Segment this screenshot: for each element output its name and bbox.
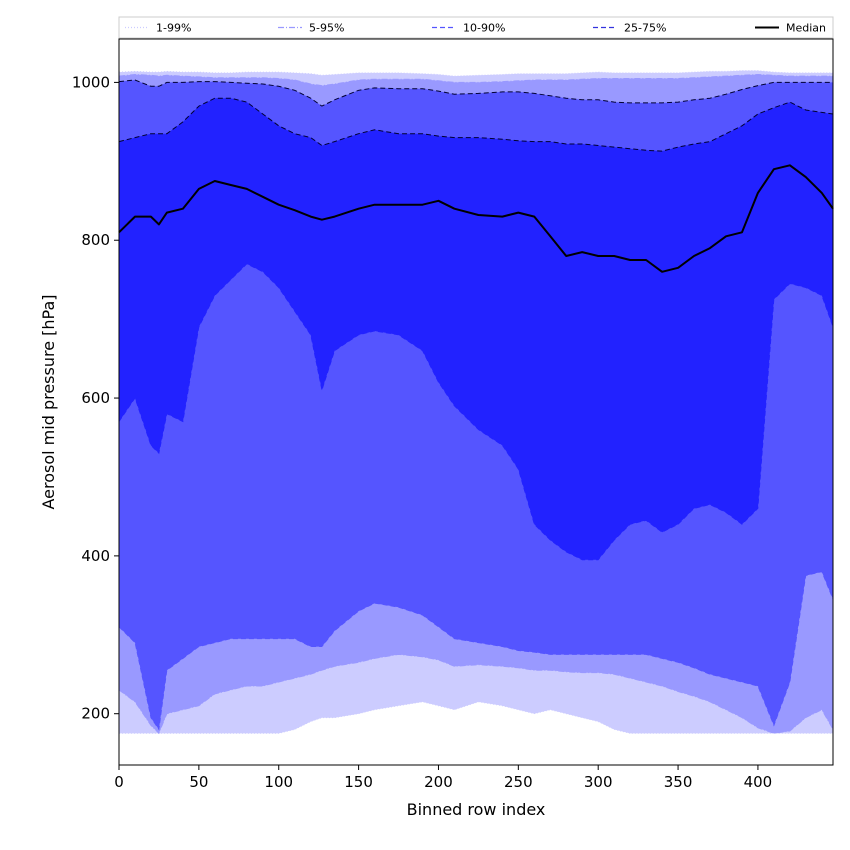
- legend-label: 10-90%: [463, 22, 505, 35]
- legend-label: Median: [786, 22, 826, 35]
- x-tick-label: 400: [744, 773, 773, 791]
- band-4-lower-line: [118, 263, 834, 561]
- x-tick-label: 150: [344, 773, 373, 791]
- plot-frame: [118, 38, 834, 766]
- band-3-lower-line: [118, 571, 834, 731]
- x-tick-label: 50: [189, 773, 208, 791]
- band-2-upper-line: [118, 73, 833, 87]
- x-tick-label: 250: [504, 773, 533, 791]
- y-tick-label: 600: [81, 389, 110, 407]
- x-tick-label: 100: [264, 773, 293, 791]
- band-3-upper-line: [118, 79, 833, 107]
- y-tick-label: 200: [81, 705, 110, 723]
- y-tick-label: 800: [81, 231, 110, 249]
- x-axis: 0 50 100 150 200 250 300 350 400: [114, 765, 772, 791]
- median-layer: [118, 164, 834, 273]
- y-tick-label: 400: [81, 547, 110, 565]
- y-axis: 200 400 600 800 1000: [72, 73, 119, 723]
- bands-layer: [119, 70, 833, 734]
- band-2-lower-line: [118, 654, 834, 735]
- boundary-lines-layer: [118, 70, 834, 735]
- band-1-lower-line: [119, 701, 833, 734]
- legend-label: 5-95%: [309, 22, 344, 35]
- legend: 1-99% 5-95% 10-90% 25-75% Median: [118, 16, 834, 39]
- median-line: [118, 164, 834, 273]
- x-axis-label: Binned row index: [407, 800, 546, 819]
- x-tick-label: 300: [584, 773, 613, 791]
- legend-label: 25-75%: [624, 22, 666, 35]
- x-tick-label: 350: [664, 773, 693, 791]
- band-4: [119, 98, 833, 560]
- x-tick-label: 0: [114, 773, 124, 791]
- legend-box: [118, 16, 834, 39]
- y-axis-label: Aerosol mid pressure [hPa]: [39, 294, 58, 509]
- y-tick-label: 1000: [72, 73, 110, 91]
- band-4-upper-line: [118, 97, 834, 152]
- x-tick-label: 200: [424, 773, 453, 791]
- legend-label: 1-99%: [156, 22, 191, 35]
